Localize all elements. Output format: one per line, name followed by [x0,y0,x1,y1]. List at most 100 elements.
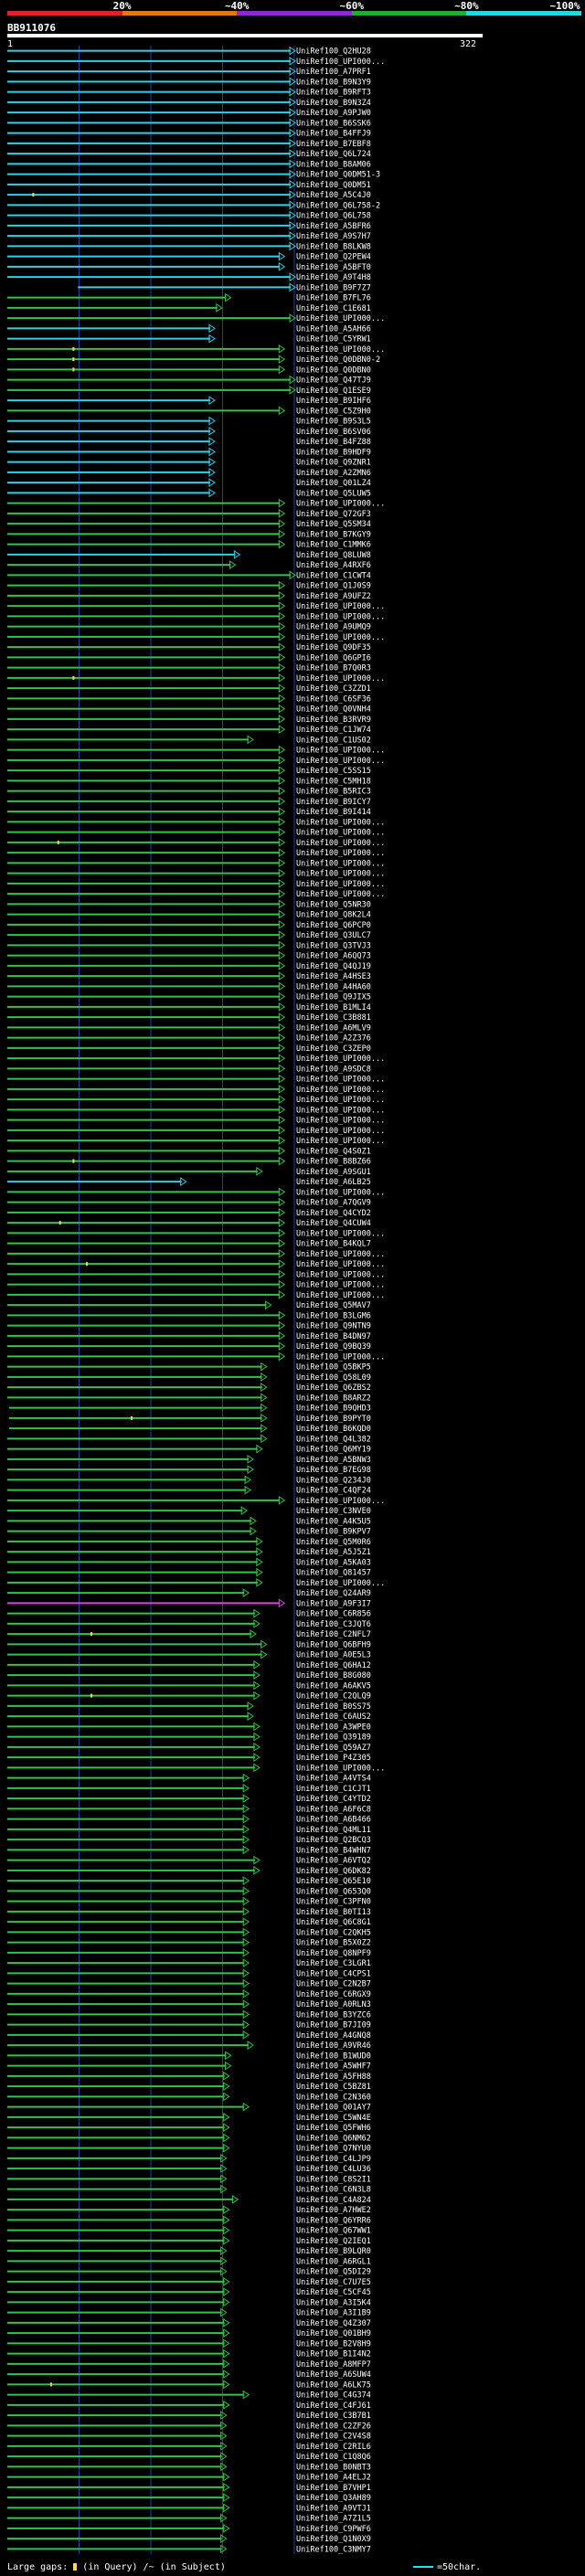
hit-label[interactable]: UniRef100_B9I414 [296,808,371,817]
hit-label[interactable]: UniRef100_C1Q8Q6 [296,2453,371,2462]
hit-label[interactable]: UniRef100_Q9JIX5 [296,993,371,1002]
hit-label[interactable]: UniRef100_C7U7E5 [296,2278,371,2287]
hit-label[interactable]: UniRef100_UPI000... [296,1137,385,1146]
hit-label[interactable]: UniRef100_Q7NYU0 [296,2145,371,2154]
hit-label[interactable]: UniRef100_Q01AY7 [296,2104,371,2113]
hit-label[interactable]: UniRef100_C3JQT6 [296,1620,371,1629]
hit-label[interactable]: UniRef100_A2Z376 [296,1034,371,1044]
hit-label[interactable]: UniRef100_P4Z305 [296,1754,371,1763]
hit-label[interactable]: UniRef100_C2N360 [296,2093,371,2102]
hit-label[interactable]: UniRef100_Q5MAV7 [296,1301,371,1310]
hit-label[interactable]: UniRef100_C2QKH5 [296,1928,371,1937]
hit-label[interactable]: UniRef100_C4FJ61 [296,2401,371,2411]
hit-label[interactable]: UniRef100_A9VTJ1 [296,2504,371,2513]
hit-label[interactable]: UniRef100_UPI000... [296,1281,385,1290]
hit-label[interactable]: UniRef100_Q3AH89 [296,2494,371,2503]
hit-label[interactable]: UniRef100_C6RGX9 [296,1990,371,1999]
hit-label[interactable]: UniRef100_UPI000... [296,1270,385,1279]
hit-label[interactable]: UniRef100_B7VHP1 [296,2484,371,2493]
hit-label[interactable]: UniRef100_A9SDC8 [296,1065,371,1074]
hit-label[interactable]: UniRef100_Q4CYD2 [296,1209,371,1218]
hit-label[interactable]: UniRef100_B9F7Z7 [296,283,371,292]
hit-label[interactable]: UniRef100_A6LK75 [296,2380,371,2390]
hit-label[interactable]: UniRef100_UPI000... [296,602,385,611]
hit-label[interactable]: UniRef100_UPI000... [296,870,385,879]
hit-label[interactable]: UniRef100_Q65E10 [296,1877,371,1886]
hit-label[interactable]: UniRef100_B9KPV7 [296,1528,371,1537]
hit-label[interactable]: UniRef100_B8LKW8 [296,242,371,251]
hit-label[interactable]: UniRef100_A7Z1L5 [296,2515,371,2524]
hit-label[interactable]: UniRef100_B5RIC3 [296,788,371,797]
hit-label[interactable]: UniRef100_Q6YRR6 [296,2216,371,2225]
hit-label[interactable]: UniRef100_C5Z9H0 [296,407,371,416]
hit-label[interactable]: UniRef100_Q0VNH4 [296,705,371,715]
hit-label[interactable]: UniRef100_Q58L09 [296,1373,371,1383]
hit-label[interactable]: UniRef100_UPI000... [296,757,385,766]
hit-label[interactable]: UniRef100_B7EG98 [296,1466,371,1475]
hit-label[interactable]: UniRef100_Q6GPI6 [296,653,371,663]
hit-label[interactable]: UniRef100_UPI000... [296,818,385,827]
hit-label[interactable]: UniRef100_A9S7H7 [296,232,371,241]
hit-label[interactable]: UniRef100_Q5LUW5 [296,489,371,498]
hit-label[interactable]: UniRef100_A6AKV5 [296,1681,371,1691]
hit-label[interactable]: UniRef100_UPI000... [296,1055,385,1064]
hit-label[interactable]: UniRef100_UPI000... [296,1291,385,1300]
hit-label[interactable]: UniRef100_UPI000... [296,1086,385,1095]
hit-label[interactable]: UniRef100_B8AM06 [296,160,371,169]
hit-label[interactable]: UniRef100_C2QLQ9 [296,1692,371,1701]
hit-label[interactable]: UniRef100_C2N2B7 [296,1980,371,1989]
hit-label[interactable]: UniRef100_Q67WW1 [296,2227,371,2236]
hit-label[interactable]: UniRef100_B4FZ88 [296,438,371,447]
hit-label[interactable]: UniRef100_A9F3I7 [296,1599,371,1608]
hit-label[interactable]: UniRef100_C1US02 [296,736,371,745]
hit-label[interactable]: UniRef100_C6AUS2 [296,1712,371,1722]
hit-label[interactable]: UniRef100_B9S3L5 [296,418,371,427]
hit-label[interactable]: UniRef100_C3LGR1 [296,1959,371,1968]
hit-label[interactable]: UniRef100_A3I5K4 [296,2298,371,2307]
hit-label[interactable]: UniRef100_B8ARZ2 [296,1394,371,1403]
hit-label[interactable]: UniRef100_B9IHF6 [296,397,371,406]
hit-label[interactable]: UniRef100_A6MLV9 [296,1023,371,1033]
hit-label[interactable]: UniRef100_C5MH18 [296,777,371,786]
hit-label[interactable]: UniRef100_B1I4N2 [296,2350,371,2359]
hit-label[interactable]: UniRef100_B7FL76 [296,294,371,303]
hit-label[interactable]: UniRef100_B4DN97 [296,1332,371,1341]
hit-label[interactable]: UniRef100_A4HSE3 [296,972,371,981]
hit-label[interactable]: UniRef100_Q4QJ19 [296,962,371,971]
hit-label[interactable]: UniRef100_C3PFN0 [296,1898,371,1907]
hit-label[interactable]: UniRef100_UPI000... [296,1188,385,1197]
hit-label[interactable]: UniRef100_B1WUD0 [296,2051,371,2061]
hit-label[interactable]: UniRef100_A5FH88 [296,2072,371,2082]
hit-label[interactable]: UniRef100_Q6BFH9 [296,1640,371,1649]
hit-label[interactable]: UniRef100_C5SS15 [296,767,371,776]
hit-label[interactable]: UniRef100_Q6DK82 [296,1867,371,1876]
hit-label[interactable]: UniRef100_Q5NR30 [296,900,371,909]
hit-label[interactable]: UniRef100_A9T4H8 [296,273,371,282]
hit-label[interactable]: UniRef100_A8MFP7 [296,2360,371,2369]
hit-label[interactable]: UniRef100_UPI000... [296,1497,385,1506]
hit-label[interactable]: UniRef100_B9N3Z4 [296,99,371,108]
hit-label[interactable]: UniRef100_C3NMY7 [296,2545,371,2554]
hit-label[interactable]: UniRef100_Q2PEW4 [296,253,371,262]
hit-label[interactable]: UniRef100_Q4S0Z1 [296,1147,371,1156]
hit-label[interactable]: UniRef100_Q2HU28 [296,48,371,57]
hit-label[interactable]: UniRef100_UPI000... [296,345,385,355]
hit-label[interactable]: UniRef100_B9PYT0 [296,1415,371,1424]
hit-label[interactable]: UniRef100_UPI000... [296,839,385,848]
hit-label[interactable]: UniRef100_B2V8H9 [296,2339,371,2348]
hit-label[interactable]: UniRef100_B1MLI4 [296,1003,371,1012]
hit-label[interactable]: UniRef100_Q47TJ9 [296,376,371,386]
hit-label[interactable]: UniRef100_B3YZC6 [296,2010,371,2019]
hit-label[interactable]: UniRef100_UPI000... [296,1250,385,1259]
hit-label[interactable]: UniRef100_UPI000... [296,880,385,889]
hit-label[interactable]: UniRef100_UPI000... [296,58,385,67]
hit-label[interactable]: UniRef100_C1CJT1 [296,1785,371,1794]
hit-label[interactable]: UniRef100_Q1ESE9 [296,387,371,396]
hit-label[interactable]: UniRef100_Q6L758-2 [296,201,380,210]
hit-label[interactable]: UniRef100_B5X0Z2 [296,1939,371,1948]
hit-label[interactable]: UniRef100_C4A824 [296,2196,371,2205]
hit-label[interactable]: UniRef100_Q6NM62 [296,2134,371,2143]
hit-label[interactable]: UniRef100_Q1N0X9 [296,2535,371,2544]
hit-label[interactable]: UniRef100_Q24AR9 [296,1589,371,1598]
hit-label[interactable]: UniRef100_A4K5U5 [296,1517,371,1526]
